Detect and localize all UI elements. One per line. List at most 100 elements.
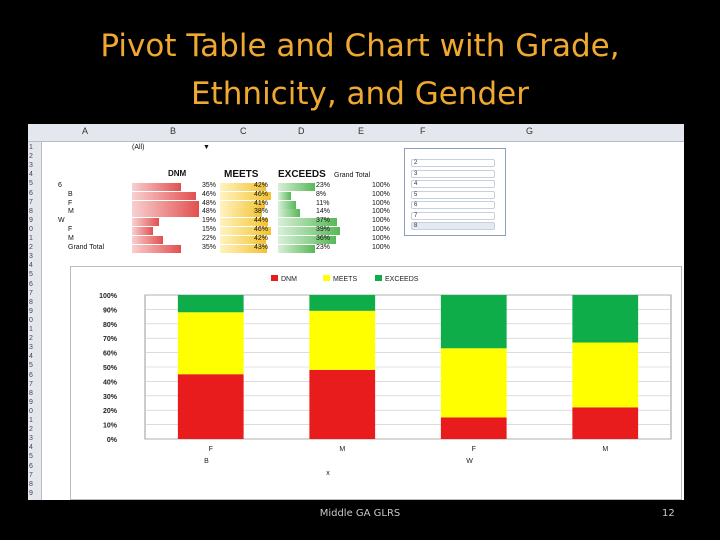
- dnm-value-cell[interactable]: 46%: [202, 190, 217, 198]
- dnm-value-cell[interactable]: 22%: [202, 234, 217, 242]
- row-label-cell[interactable]: F: [68, 199, 73, 207]
- row-number[interactable]: 7: [29, 471, 33, 479]
- exceeds-value-cell[interactable]: 14%: [316, 208, 331, 216]
- grand-total-column-header[interactable]: Grand Total: [334, 172, 371, 179]
- dnm-value-cell[interactable]: 19%: [202, 217, 217, 225]
- row-number[interactable]: 3: [29, 253, 33, 261]
- slicer-item[interactable]: 4: [411, 180, 495, 188]
- grand-total-value-cell[interactable]: 100%: [372, 243, 390, 251]
- exceeds-column-header[interactable]: EXCEEDS: [278, 169, 326, 180]
- row-number[interactable]: 5: [29, 453, 33, 461]
- exceeds-value-cell[interactable]: 39%: [316, 226, 331, 233]
- row-number[interactable]: 6: [29, 462, 33, 470]
- slicer-item[interactable]: 6: [411, 201, 495, 209]
- row-number[interactable]: 4: [29, 171, 33, 179]
- row-number[interactable]: 5: [29, 362, 33, 370]
- grand-total-value-cell[interactable]: 100%: [372, 226, 390, 233]
- meets-value-cell[interactable]: 46%: [254, 226, 269, 233]
- row-label-cell[interactable]: 6: [58, 182, 62, 189]
- meets-value-cell[interactable]: 43%: [254, 243, 269, 251]
- meets-value-cell[interactable]: 46%: [254, 190, 269, 198]
- row-number[interactable]: 6: [29, 189, 33, 197]
- dnm-value-cell[interactable]: 35%: [202, 182, 217, 189]
- row-number[interactable]: 9: [29, 216, 33, 224]
- row-number[interactable]: 1: [29, 326, 33, 333]
- grand-total-value-cell[interactable]: 100%: [372, 199, 390, 207]
- filter-value[interactable]: (All): [132, 144, 145, 151]
- grade-slicer[interactable]: 2 3 4 5 6 7 8: [404, 148, 506, 236]
- row-number[interactable]: 5: [29, 271, 33, 279]
- exceeds-value-cell[interactable]: 36%: [316, 234, 331, 242]
- dnm-value-cell[interactable]: 48%: [202, 208, 217, 216]
- row-label-cell[interactable]: Grand Total: [68, 243, 105, 251]
- exceeds-value-cell[interactable]: 11%: [316, 199, 330, 207]
- exceeds-value-cell[interactable]: 8%: [316, 190, 327, 198]
- row-number[interactable]: 9: [29, 398, 33, 406]
- meets-value-cell[interactable]: 41%: [254, 199, 269, 207]
- column-letter[interactable]: E: [358, 126, 365, 136]
- row-number[interactable]: 2: [29, 244, 33, 252]
- row-number[interactable]: 9: [29, 307, 33, 315]
- slicer-item[interactable]: 3: [411, 169, 495, 178]
- column-letter[interactable]: F: [420, 126, 426, 136]
- row-number[interactable]: 8: [29, 480, 33, 488]
- row-number[interactable]: 1: [29, 235, 33, 242]
- row-number[interactable]: 5: [29, 180, 33, 188]
- row-label-cell[interactable]: F: [68, 226, 73, 233]
- dnm-value-cell[interactable]: 15%: [202, 226, 217, 233]
- row-number[interactable]: 9: [29, 489, 33, 497]
- grand-total-value-cell[interactable]: 100%: [372, 217, 390, 225]
- grand-total-value-cell[interactable]: 100%: [372, 234, 390, 242]
- row-number[interactable]: 2: [29, 426, 33, 434]
- row-number[interactable]: 1: [29, 144, 33, 151]
- row-number[interactable]: 0: [29, 407, 33, 415]
- meets-value-cell[interactable]: 44%: [254, 217, 269, 225]
- row-number[interactable]: 8: [29, 207, 33, 215]
- row-number[interactable]: 0: [29, 316, 33, 324]
- row-number[interactable]: 6: [29, 280, 33, 288]
- dnm-column-header[interactable]: DNM: [168, 169, 187, 178]
- grand-total-value-cell[interactable]: 100%: [372, 182, 390, 189]
- row-number[interactable]: 8: [29, 389, 33, 397]
- row-number[interactable]: 3: [29, 344, 33, 352]
- slicer-item[interactable]: 2: [411, 159, 495, 167]
- row-label-cell[interactable]: B: [68, 190, 73, 198]
- exceeds-value-cell[interactable]: 23%: [316, 243, 331, 251]
- row-label-cell[interactable]: M: [68, 234, 74, 242]
- slicer-item[interactable]: 5: [411, 190, 495, 199]
- row-number[interactable]: 7: [29, 198, 33, 206]
- slicer-item[interactable]: 8: [411, 222, 495, 230]
- column-letter[interactable]: G: [526, 126, 534, 136]
- exceeds-value-cell[interactable]: 23%: [316, 182, 331, 189]
- row-number[interactable]: 3: [29, 435, 33, 443]
- row-number[interactable]: 2: [29, 335, 33, 343]
- row-number[interactable]: 4: [29, 444, 33, 452]
- row-number[interactable]: 2: [29, 153, 33, 161]
- row-number[interactable]: 0: [29, 225, 33, 233]
- row-number[interactable]: 4: [29, 262, 33, 270]
- grand-total-value-cell[interactable]: 100%: [372, 208, 390, 216]
- dnm-value-cell[interactable]: 35%: [202, 243, 217, 251]
- slicer-item[interactable]: 7: [411, 211, 495, 220]
- row-label-cell[interactable]: W: [58, 217, 65, 225]
- exceeds-value-cell[interactable]: 37%: [316, 217, 331, 225]
- filter-dropdown-icon[interactable]: ▼: [203, 144, 210, 151]
- row-number[interactable]: 3: [29, 162, 33, 170]
- row-number[interactable]: 6: [29, 371, 33, 379]
- pivot-chart[interactable]: 0% 10% 20% 30% 40% 50% 60% 70% 80% 90% 100% DNM MEET…: [70, 266, 682, 500]
- column-letter[interactable]: B: [170, 126, 177, 136]
- row-number[interactable]: 4: [29, 353, 33, 361]
- meets-value-cell[interactable]: 42%: [254, 234, 269, 242]
- row-number[interactable]: 7: [29, 289, 33, 297]
- meets-column-header[interactable]: MEETS: [224, 169, 259, 180]
- meets-value-cell[interactable]: 42%: [254, 182, 269, 189]
- row-number[interactable]: 1: [29, 417, 33, 424]
- dnm-value-cell[interactable]: 48%: [202, 199, 217, 207]
- grand-total-value-cell[interactable]: 100%: [372, 190, 390, 198]
- meets-value-cell[interactable]: 38%: [254, 208, 269, 216]
- column-letter[interactable]: D: [298, 126, 305, 136]
- row-number[interactable]: 8: [29, 298, 33, 306]
- column-letter[interactable]: A: [82, 126, 89, 136]
- row-label-cell[interactable]: M: [68, 208, 74, 216]
- column-letter[interactable]: C: [240, 126, 247, 136]
